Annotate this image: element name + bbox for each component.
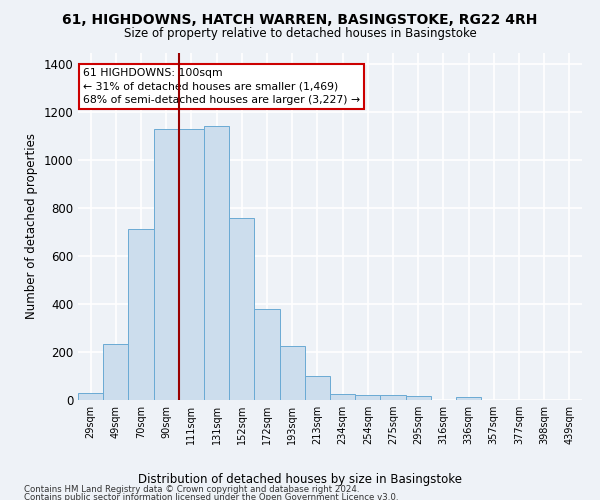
Bar [229,218,254,400]
Bar [204,126,229,400]
Text: Contains public sector information licensed under the Open Government Licence v3: Contains public sector information licen… [24,494,398,500]
Y-axis label: Number of detached properties: Number of detached properties [25,133,38,320]
Bar [103,344,128,400]
Bar [406,396,431,400]
Bar [154,129,179,400]
Bar [456,397,481,400]
Text: 61, HIGHDOWNS, HATCH WARREN, BASINGSTOKE, RG22 4RH: 61, HIGHDOWNS, HATCH WARREN, BASINGSTOKE… [62,12,538,26]
Text: Distribution of detached houses by size in Basingstoke: Distribution of detached houses by size … [138,472,462,486]
Text: 61 HIGHDOWNS: 100sqm
← 31% of detached houses are smaller (1,469)
68% of semi-de: 61 HIGHDOWNS: 100sqm ← 31% of detached h… [83,68,360,104]
Bar [380,395,406,400]
Bar [280,346,305,400]
Bar [128,228,154,400]
Text: Size of property relative to detached houses in Basingstoke: Size of property relative to detached ho… [124,28,476,40]
Bar [305,376,330,400]
Bar [355,394,380,400]
Bar [330,394,355,400]
Text: Contains HM Land Registry data © Crown copyright and database right 2024.: Contains HM Land Registry data © Crown c… [24,485,359,494]
Bar [179,129,204,400]
Bar [254,309,280,400]
Bar [78,394,103,400]
